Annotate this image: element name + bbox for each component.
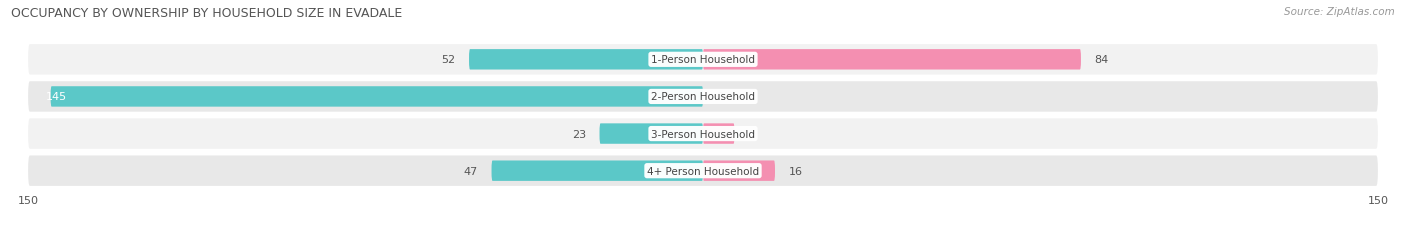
- FancyBboxPatch shape: [703, 124, 734, 144]
- Text: 52: 52: [441, 55, 456, 65]
- Text: Source: ZipAtlas.com: Source: ZipAtlas.com: [1284, 7, 1395, 17]
- FancyBboxPatch shape: [28, 45, 1378, 75]
- FancyBboxPatch shape: [28, 82, 1378, 112]
- FancyBboxPatch shape: [470, 50, 703, 70]
- Text: 2-Person Household: 2-Person Household: [651, 92, 755, 102]
- FancyBboxPatch shape: [28, 156, 1378, 186]
- Text: 3-Person Household: 3-Person Household: [651, 129, 755, 139]
- Text: 4+ Person Household: 4+ Person Household: [647, 166, 759, 176]
- FancyBboxPatch shape: [703, 161, 775, 181]
- FancyBboxPatch shape: [51, 87, 703, 107]
- Text: 7: 7: [748, 129, 755, 139]
- Text: 16: 16: [789, 166, 803, 176]
- FancyBboxPatch shape: [703, 50, 1081, 70]
- Text: 145: 145: [46, 92, 67, 102]
- Text: 23: 23: [572, 129, 586, 139]
- Text: OCCUPANCY BY OWNERSHIP BY HOUSEHOLD SIZE IN EVADALE: OCCUPANCY BY OWNERSHIP BY HOUSEHOLD SIZE…: [11, 7, 402, 20]
- FancyBboxPatch shape: [28, 119, 1378, 149]
- Text: 47: 47: [464, 166, 478, 176]
- Text: 0: 0: [717, 92, 724, 102]
- Text: 84: 84: [1094, 55, 1109, 65]
- FancyBboxPatch shape: [492, 161, 703, 181]
- Text: 1-Person Household: 1-Person Household: [651, 55, 755, 65]
- FancyBboxPatch shape: [599, 124, 703, 144]
